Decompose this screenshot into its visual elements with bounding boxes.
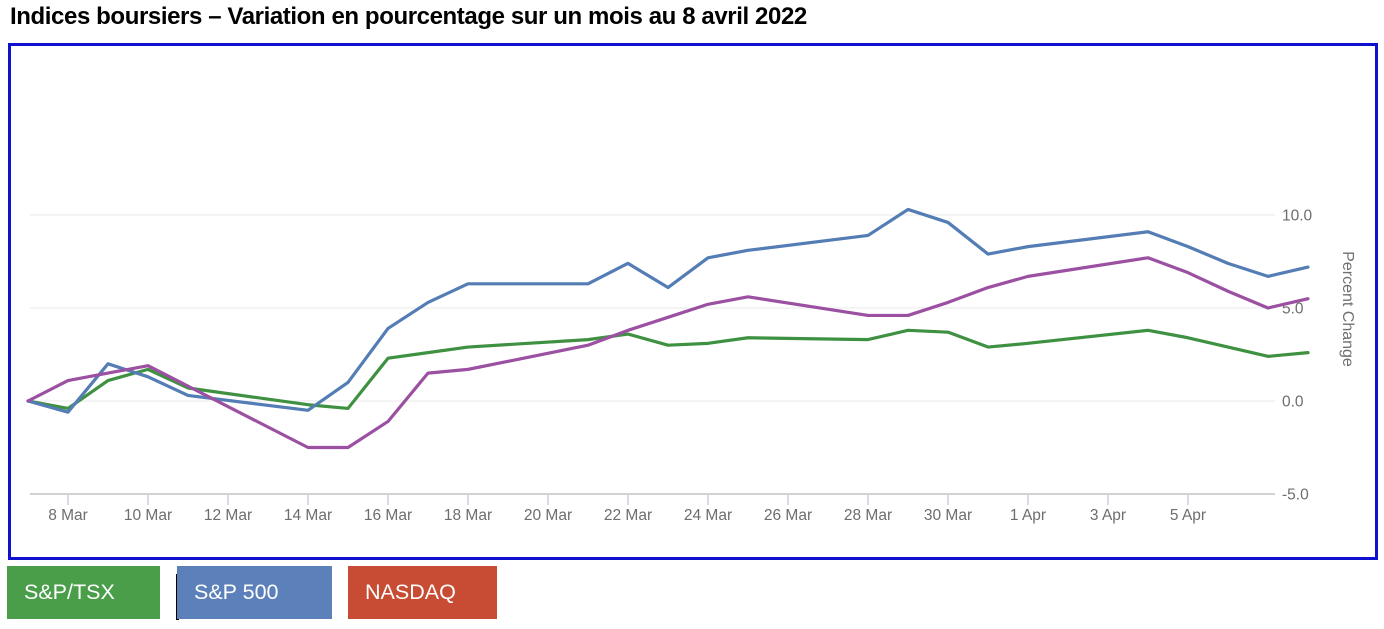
legend-button-label: S&P 500 [194,580,279,604]
x-tick-label: 28 Mar [844,507,892,524]
x-tick-label: 14 Mar [284,507,332,524]
legend-button-s-p-tsx[interactable]: S&P/TSX [7,566,160,619]
x-tick-label: 24 Mar [684,507,732,524]
series-line-nasdaq [26,256,1310,450]
x-tick-label: 10 Mar [124,507,172,524]
series-line-s-p-500 [26,207,1310,414]
x-tick-label: 12 Mar [204,507,252,524]
x-tick-label: 26 Mar [764,507,812,524]
x-tick-label: 5 Apr [1170,507,1206,524]
legend-button-label: S&P/TSX [24,580,115,604]
y-tick-label: 0.0 [1282,394,1304,411]
page-title: Indices boursiers – Variation en pourcen… [10,3,807,30]
x-tick-label: 16 Mar [364,507,412,524]
chart-container: 10.0 5.0 0.0 -5.0 8 Mar 10 Mar 12 Mar 14 Mar 16 … [8,43,1378,560]
x-tick-label: 8 Mar [48,507,88,524]
chart-legend: S&P/TSX S&P 500 NASDAQ [0,566,1384,620]
x-tick-label: 22 Mar [604,507,652,524]
y-axis-title: Percent Change [1339,251,1356,367]
x-tick-label: 20 Mar [524,507,572,524]
y-tick-label: -5.0 [1282,487,1309,504]
legend-button-s-p-500[interactable]: S&P 500 [177,566,332,619]
x-tick-label: 3 Apr [1090,507,1126,524]
legend-button-label: NASDAQ [365,580,456,604]
x-tick-label: 18 Mar [444,507,492,524]
x-tick-label: 1 Apr [1010,507,1046,524]
chart-canvas: 10.05.00.0-5.08 Mar 10 Mar 12 Mar 14 Mar 16 … [26,207,1356,524]
legend-button-nasdaq[interactable]: NASDAQ [348,566,497,619]
y-tick-label: 10.0 [1282,208,1313,225]
series-line-s-p-tsx [26,328,1310,411]
x-tick-label: 30 Mar [924,507,972,524]
